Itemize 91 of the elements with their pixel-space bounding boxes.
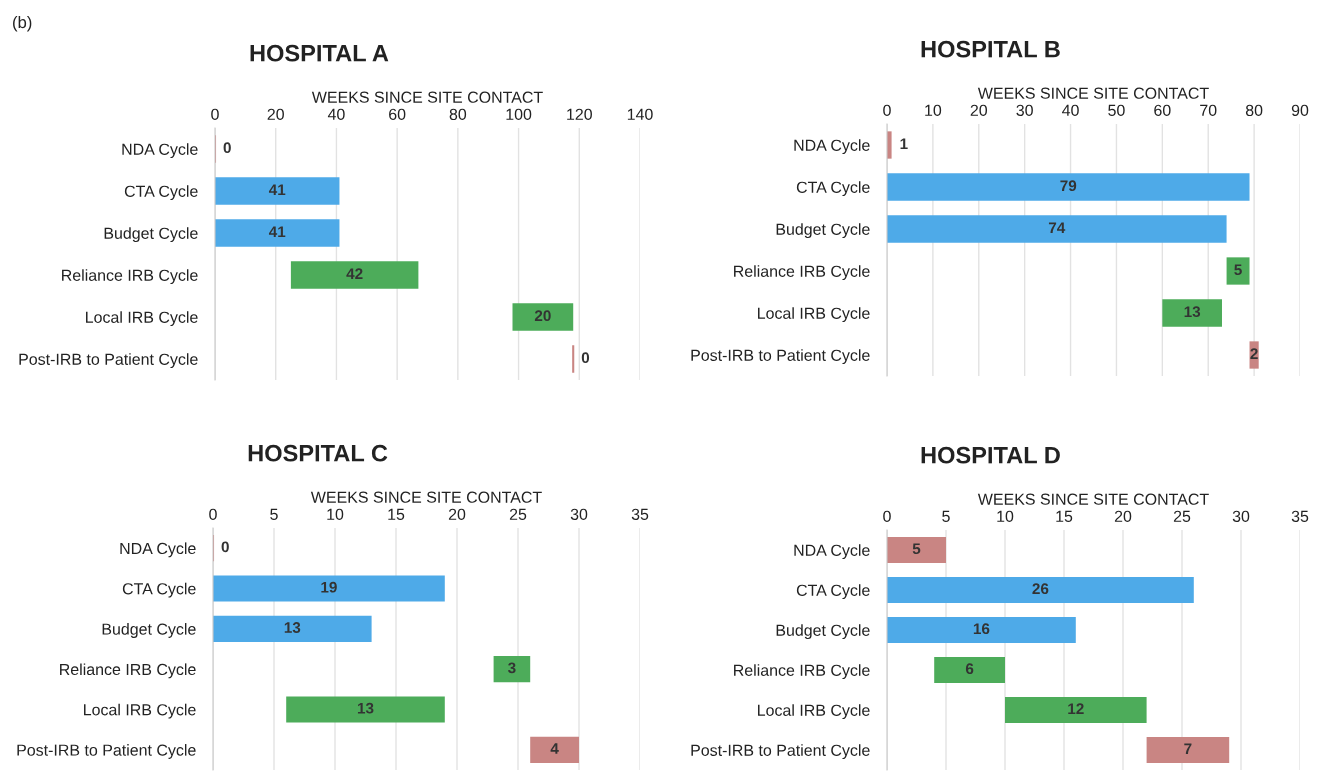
data-label: 6 bbox=[965, 663, 974, 675]
y-tick-label: Local IRB Cycle bbox=[758, 307, 870, 323]
x-tick-label: 120 bbox=[567, 108, 592, 120]
x-tick-label: 50 bbox=[1108, 104, 1125, 116]
x-tick-label: 30 bbox=[1016, 104, 1033, 116]
y-tick-label: Budget Cycle bbox=[776, 223, 870, 239]
x-tick-label: 20 bbox=[448, 508, 466, 520]
x-tick-label: 0 bbox=[883, 510, 891, 522]
x-tick-label: 30 bbox=[570, 508, 588, 520]
y-tick-label: Reliance IRB Cycle bbox=[62, 269, 198, 285]
data-label: 13 bbox=[357, 702, 374, 714]
y-tick-label: Post-IRB to Patient Cycle bbox=[17, 744, 196, 759]
y-tick-label: Budget Cycle bbox=[102, 623, 196, 638]
data-label: 26 bbox=[1032, 583, 1049, 595]
y-tick-label: NDA Cycle bbox=[794, 139, 870, 155]
x-tick-label: 15 bbox=[388, 508, 405, 520]
y-tick-label: Local IRB Cycle bbox=[84, 703, 196, 719]
chart-title: HOSPITAL D bbox=[921, 446, 1060, 464]
data-label: 41 bbox=[268, 184, 286, 195]
data-label: 13 bbox=[284, 622, 301, 633]
data-label: 0 bbox=[223, 142, 231, 154]
x-tick-label: 80 bbox=[449, 108, 467, 120]
chart-title: HOSPITAL A bbox=[250, 44, 389, 62]
y-tick-label: Budget Cycle bbox=[776, 624, 870, 640]
data-label: 79 bbox=[1060, 180, 1077, 192]
y-tick-label: Post-IRB to Patient Cycle bbox=[691, 744, 870, 760]
x-tick-label: 70 bbox=[1200, 104, 1217, 116]
data-label: 0 bbox=[221, 541, 229, 553]
data-label: 74 bbox=[1048, 222, 1066, 233]
x-tick-label: 25 bbox=[1173, 510, 1191, 522]
y-tick-label: NDA Cycle bbox=[120, 542, 196, 558]
y-tick-label: Post-IRB to Patient Cycle bbox=[19, 353, 198, 369]
x-tick-label: 90 bbox=[1291, 104, 1309, 116]
y-tick-label: Local IRB Cycle bbox=[86, 311, 198, 327]
x-tick-label: 60 bbox=[389, 108, 406, 120]
x-tick-label: 10 bbox=[327, 508, 344, 520]
x-tick-label: 0 bbox=[209, 508, 217, 520]
x-tick-label: 0 bbox=[883, 104, 891, 116]
y-tick-label: NDA Cycle bbox=[122, 143, 198, 159]
x-tick-label: 60 bbox=[1154, 104, 1171, 116]
x-tick-label: 20 bbox=[267, 108, 284, 120]
data-label: 0 bbox=[581, 352, 590, 364]
data-label: 12 bbox=[1068, 703, 1084, 714]
y-tick-label: Reliance IRB Cycle bbox=[734, 664, 870, 680]
data-label: 3 bbox=[508, 662, 516, 674]
x-tick-label: 0 bbox=[211, 108, 219, 120]
x-tick-label: 35 bbox=[631, 508, 649, 520]
y-tick-label: NDA Cycle bbox=[794, 544, 870, 560]
x-tick-label: 30 bbox=[1232, 510, 1250, 522]
data-label: 1 bbox=[900, 138, 908, 149]
x-tick-label: 40 bbox=[1062, 104, 1079, 116]
x-tick-label: 100 bbox=[506, 108, 532, 120]
x-tick-label: 20 bbox=[970, 104, 988, 116]
text: (b) bbox=[13, 15, 32, 32]
x-tick-label: 80 bbox=[1245, 104, 1263, 116]
y-tick-label: Post-IRB to Patient Cycle bbox=[691, 349, 870, 365]
data-label: 19 bbox=[321, 581, 337, 593]
chart-title: HOSPITAL C bbox=[248, 444, 388, 462]
y-tick-label: Local IRB Cycle bbox=[758, 704, 870, 720]
data-label: 4 bbox=[550, 743, 559, 754]
y-tick-label: CTA Cycle bbox=[796, 181, 870, 197]
x-axis-title: WEEKS SINCE SITE CONTACT bbox=[977, 493, 1209, 505]
x-tick-label: 140 bbox=[627, 108, 653, 120]
chart-title: HOSPITAL B bbox=[921, 40, 1060, 58]
data-label: 16 bbox=[973, 623, 990, 635]
x-tick-label: 15 bbox=[1056, 510, 1073, 522]
x-axis-title: WEEKS SINCE SITE CONTACT bbox=[977, 87, 1209, 99]
y-tick-label: Budget Cycle bbox=[104, 227, 198, 243]
x-tick-label: 5 bbox=[270, 508, 278, 520]
x-tick-label: 10 bbox=[997, 510, 1014, 522]
y-tick-label: Reliance IRB Cycle bbox=[60, 663, 196, 679]
y-tick-label: CTA Cycle bbox=[122, 582, 196, 598]
y-tick-label: CTA Cycle bbox=[124, 185, 198, 201]
data-label: 5 bbox=[912, 543, 921, 555]
x-axis-title: WEEKS SINCE SITE CONTACT bbox=[311, 91, 543, 103]
data-label: 13 bbox=[1184, 306, 1201, 318]
x-tick-label: 10 bbox=[925, 104, 942, 116]
x-tick-label: 35 bbox=[1291, 510, 1309, 522]
x-tick-label: 25 bbox=[509, 508, 527, 520]
x-tick-label: 5 bbox=[942, 510, 950, 522]
y-tick-label: CTA Cycle bbox=[796, 584, 870, 600]
data-label: 20 bbox=[534, 310, 551, 322]
x-tick-label: 40 bbox=[327, 108, 345, 120]
data-label: 42 bbox=[346, 268, 363, 279]
data-label: 41 bbox=[268, 226, 286, 237]
data-label: 7 bbox=[1184, 743, 1192, 754]
data-label: 5 bbox=[1234, 264, 1242, 276]
x-tick-label: 20 bbox=[1114, 510, 1132, 522]
data-label: 2 bbox=[1250, 348, 1258, 359]
y-tick-label: Reliance IRB Cycle bbox=[734, 265, 870, 281]
x-axis-title: WEEKS SINCE SITE CONTACT bbox=[310, 491, 542, 503]
